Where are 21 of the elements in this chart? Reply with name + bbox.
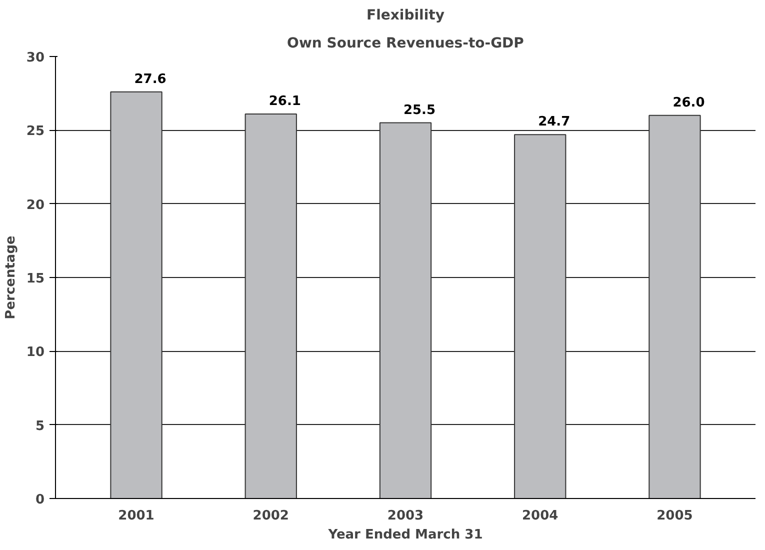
data-label: 25.5 bbox=[403, 102, 436, 118]
y-tick-label: 15 bbox=[26, 272, 45, 286]
x-tick-label: 2002 bbox=[252, 508, 289, 524]
data-label: 26.0 bbox=[672, 95, 705, 110]
x-tick-label: 2001 bbox=[118, 508, 154, 524]
chart-title: Flexibility bbox=[366, 8, 444, 24]
data-label: 27.6 bbox=[134, 72, 166, 87]
data-label: 26.1 bbox=[268, 94, 301, 109]
y-tick-label: 10 bbox=[26, 345, 45, 360]
x-tick-label: 2004 bbox=[522, 508, 558, 524]
y-tick-label: 30 bbox=[26, 50, 45, 66]
x-axis-title: Year Ended March 31 bbox=[327, 528, 483, 542]
y-tick-label: 20 bbox=[26, 198, 45, 213]
x-tick-label: 2003 bbox=[387, 508, 424, 524]
y-tick-label: 25 bbox=[26, 124, 45, 140]
y-tick-label: 5 bbox=[35, 418, 44, 434]
data-label: 24.7 bbox=[538, 114, 570, 130]
chart-subtitle: Own Source Revenues-to-GDP bbox=[287, 36, 524, 52]
x-tick-label: 2005 bbox=[656, 508, 693, 524]
y-tick-label: 0 bbox=[35, 492, 44, 508]
y-axis-title: Percentage bbox=[3, 235, 18, 320]
